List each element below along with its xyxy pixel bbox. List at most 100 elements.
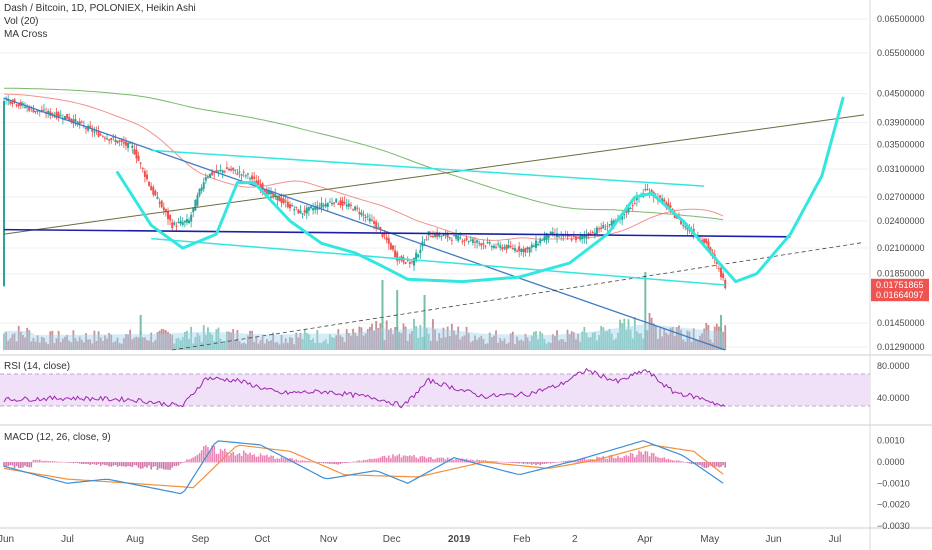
candle-body xyxy=(450,239,453,241)
candle-body xyxy=(299,210,302,213)
macd-histogram-bar xyxy=(646,451,649,463)
volume-bar xyxy=(556,330,558,350)
volume-bar xyxy=(68,340,71,350)
ma-cross-legend[interactable]: MA Cross xyxy=(4,29,48,40)
candle-body xyxy=(366,215,369,217)
candle-body xyxy=(331,203,334,205)
macd-histogram-bar xyxy=(72,462,75,464)
macd-histogram-bar xyxy=(131,462,134,468)
macd-histogram-bar xyxy=(568,460,571,463)
candle-body xyxy=(349,204,352,206)
volume-bar xyxy=(650,317,653,350)
macd-histogram-bar xyxy=(308,460,310,463)
macd-histogram-bar xyxy=(711,462,714,468)
candle-body xyxy=(495,246,498,248)
candle-body xyxy=(194,199,197,211)
volume-bar xyxy=(530,335,533,350)
macd-histogram-bar xyxy=(152,462,155,467)
macd-histogram-bar xyxy=(28,462,31,468)
macd-histogram-bar xyxy=(261,455,264,463)
macd-histogram-bar xyxy=(312,461,314,463)
macd-histogram-bar xyxy=(217,453,220,463)
candle-body xyxy=(492,245,495,248)
volume-bar xyxy=(55,338,58,350)
volume-bar xyxy=(484,343,487,350)
volume-bar xyxy=(509,333,512,350)
volume-bar xyxy=(648,312,651,350)
macd-histogram-bar xyxy=(402,455,405,463)
candle-body xyxy=(513,248,516,251)
macd-histogram-bar xyxy=(26,462,28,467)
candle-body xyxy=(192,207,195,213)
macd-histogram-bar xyxy=(11,462,14,466)
candle-body xyxy=(99,134,102,136)
volume-bar xyxy=(278,344,281,350)
volume-bar xyxy=(343,342,346,350)
volume-bar xyxy=(411,331,413,350)
macd-histogram-bar xyxy=(530,462,533,465)
macd-histogram-bar xyxy=(150,462,152,470)
macd-legend[interactable]: MACD (12, 26, close, 9) xyxy=(4,432,111,443)
volume-bar xyxy=(66,334,68,350)
candle-body xyxy=(541,239,544,241)
macd-histogram-bar xyxy=(423,456,426,463)
candle-body xyxy=(171,222,174,229)
candle-body xyxy=(438,234,441,237)
macd-histogram-bar xyxy=(167,462,169,470)
volume-bar xyxy=(385,320,388,350)
volume-bar xyxy=(646,330,649,350)
volume-bar xyxy=(225,331,228,350)
candle-body xyxy=(133,149,136,155)
candle-body xyxy=(108,139,111,141)
volume-bar xyxy=(316,330,319,350)
volume-bar xyxy=(703,328,706,350)
volume-bar xyxy=(625,329,628,350)
candle-body xyxy=(68,117,71,121)
volume-bar xyxy=(503,338,506,350)
volume-bar xyxy=(585,332,588,350)
volume-bar xyxy=(680,329,682,350)
macd-histogram-bar xyxy=(451,459,453,463)
macd-histogram-bar xyxy=(379,457,382,463)
volume-bar xyxy=(440,337,443,350)
macd-histogram-bar xyxy=(47,461,49,463)
symbol-title[interactable]: Dash / Bitcoin, 1D, POLONIEX, Heikin Ash… xyxy=(4,3,196,14)
macd-histogram-bar xyxy=(619,457,621,463)
candle-body xyxy=(263,189,266,193)
volume-bar xyxy=(333,337,336,350)
volume-bar xyxy=(669,327,672,350)
candle-body xyxy=(537,244,540,246)
volume-bar xyxy=(707,325,710,350)
candle-body xyxy=(217,170,220,172)
candle-body xyxy=(505,245,508,250)
candle-body xyxy=(673,214,676,218)
volume-bar xyxy=(476,339,479,350)
volume-bar xyxy=(32,337,35,350)
candle-body xyxy=(667,203,670,208)
axes: 0.06500000 0.05500000 0.04500000 0.03900000… xyxy=(0,14,929,545)
macd-histogram-bar xyxy=(381,456,384,463)
volume-bar xyxy=(465,326,468,350)
candle-body xyxy=(59,115,62,117)
macd-histogram-bar xyxy=(505,462,508,463)
macd-histogram-bar xyxy=(480,460,483,463)
volume-bar xyxy=(640,333,643,350)
macd-histogram-bar xyxy=(337,462,340,465)
volume-bar xyxy=(699,335,701,350)
macd-histogram-bar xyxy=(345,462,348,464)
macd-histogram-bar xyxy=(291,458,293,463)
volume-legend[interactable]: Vol (20) xyxy=(4,16,39,27)
volume-bar xyxy=(223,340,226,350)
macd-histogram-bar xyxy=(236,454,239,463)
candle-body xyxy=(291,205,294,207)
macd-histogram-bar xyxy=(287,458,289,463)
volume-bar xyxy=(307,334,310,350)
macd-histogram-bar xyxy=(375,458,377,463)
candle-body xyxy=(503,247,506,249)
volume-bar xyxy=(558,340,561,350)
macd-histogram-bar xyxy=(427,457,430,463)
macd-histogram-bar xyxy=(499,461,502,463)
volume-bar xyxy=(694,339,697,350)
rsi-legend[interactable]: RSI (14, close) xyxy=(4,361,71,372)
